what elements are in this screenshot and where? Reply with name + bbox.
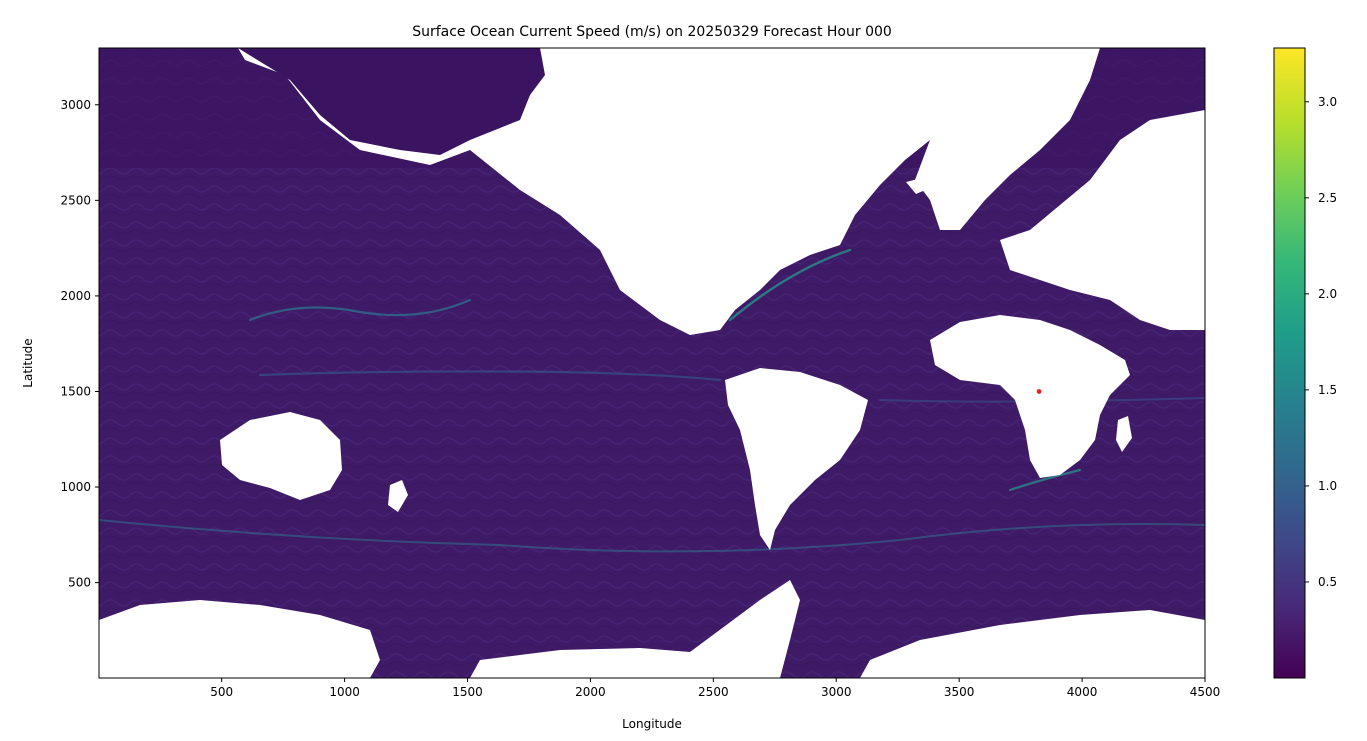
land-greenland bbox=[915, 48, 1100, 230]
x-tick-label: 2500 bbox=[698, 685, 729, 699]
colorbar bbox=[1274, 48, 1305, 678]
land-iceland bbox=[906, 178, 930, 194]
colorbar-tick-label: 1.0 bbox=[1318, 479, 1337, 493]
land-new-zealand bbox=[388, 480, 408, 512]
land-south-america bbox=[725, 368, 868, 550]
y-tick-label: 1000 bbox=[60, 480, 91, 494]
land-eurasia bbox=[1000, 110, 1205, 330]
kuroshio-streak bbox=[248, 298, 472, 322]
y-tick-label: 2000 bbox=[60, 289, 91, 303]
colorbar-ticks: 0.5 1.0 1.5 2.0 2.5 3.0 bbox=[1305, 95, 1337, 589]
y-tick-label: 2500 bbox=[60, 193, 91, 207]
plot-frame bbox=[98, 47, 1206, 679]
x-tick-label: 1000 bbox=[329, 685, 360, 699]
land-antarctica-left bbox=[99, 600, 380, 678]
x-tick-label: 2000 bbox=[575, 685, 606, 699]
colorbar-tick-label: 2.5 bbox=[1318, 191, 1337, 205]
x-tick-label: 500 bbox=[210, 685, 233, 699]
x-axis-label: Longitude bbox=[622, 717, 682, 731]
equatorial-streak bbox=[258, 370, 722, 382]
y-tick-label: 500 bbox=[68, 576, 91, 590]
x-tick-label: 1500 bbox=[452, 685, 483, 699]
y-axis-ticks: 500 1000 1500 2000 2500 3000 bbox=[60, 98, 99, 590]
colorbar-tick-label: 1.5 bbox=[1318, 383, 1337, 397]
land-madagascar bbox=[1116, 416, 1132, 452]
land-antarctica-right bbox=[860, 610, 1205, 678]
acc-streak bbox=[99, 519, 1205, 553]
colorbar-tick-label: 3.0 bbox=[1318, 95, 1337, 109]
colorbar-tick-label: 0.5 bbox=[1318, 575, 1337, 589]
colorbar-frame bbox=[1273, 47, 1306, 679]
agulhas-streak bbox=[1008, 468, 1082, 492]
location-marker bbox=[1036, 389, 1042, 394]
x-axis-ticks: 500 1000 1500 2000 2500 3000 3500 4000 4500 bbox=[210, 678, 1220, 699]
gulf-stream-streak bbox=[728, 248, 852, 322]
heatmap-field bbox=[99, 48, 1205, 678]
y-tick-label: 1500 bbox=[60, 384, 91, 398]
x-tick-label: 3500 bbox=[944, 685, 975, 699]
arctic-ocean-top bbox=[238, 48, 545, 155]
chart-title: Surface Ocean Current Speed (m/s) on 202… bbox=[412, 24, 892, 40]
y-axis-label: Latitude bbox=[21, 338, 35, 387]
x-tick-label: 4500 bbox=[1190, 685, 1221, 699]
land-antarctica-middle bbox=[470, 580, 800, 678]
y-tick-label: 3000 bbox=[60, 98, 91, 112]
x-tick-label: 4000 bbox=[1067, 685, 1098, 699]
land-masses bbox=[99, 48, 1205, 678]
x-tick-label: 3000 bbox=[821, 685, 852, 699]
land-australia bbox=[220, 412, 342, 500]
land-africa bbox=[930, 315, 1130, 478]
land-north-america bbox=[99, 48, 930, 335]
colorbar-tick-label: 2.0 bbox=[1318, 287, 1337, 301]
